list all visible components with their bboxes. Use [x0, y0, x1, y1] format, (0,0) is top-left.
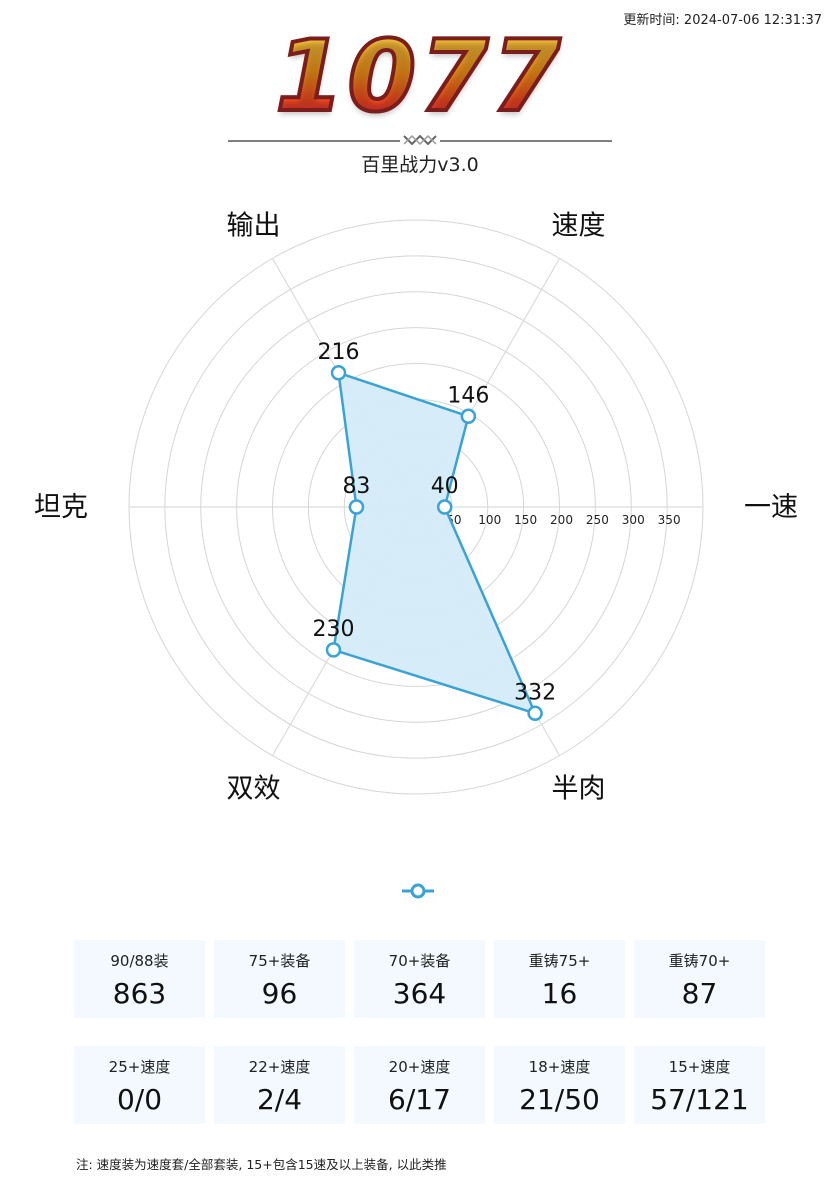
footnote: 注: 速度装为速度套/全部套装, 15+包含15速及以上装备, 以此类推 — [76, 1157, 447, 1172]
stat-card: 75+装备 96 — [214, 940, 345, 1018]
radial-tick-label: 350 — [658, 513, 681, 527]
radial-tick-label: 100 — [478, 513, 501, 527]
axis-label: 一速 — [744, 492, 798, 523]
stat-value: 863 — [112, 977, 167, 1010]
stat-label: 18+速度 — [528, 1058, 591, 1076]
stat-value: 0/0 — [116, 1083, 163, 1116]
stat-value: 2/4 — [256, 1083, 303, 1116]
data-label: 230 — [312, 617, 354, 642]
data-label: 83 — [342, 474, 370, 499]
stat-value: 96 — [261, 977, 298, 1010]
stat-card: 22+速度 2/4 — [214, 1046, 345, 1124]
stat-value: 16 — [541, 977, 578, 1010]
stat-label: 15+速度 — [668, 1058, 731, 1076]
update-timestamp: 更新时间: 2024-07-06 12:31:37 — [623, 13, 822, 28]
stat-card: 90/88装 863 — [74, 940, 205, 1018]
speed-stats-row: 25+速度 0/0 22+速度 2/4 20+速度 6/17 18+速度 21/… — [74, 1046, 768, 1124]
data-polygon — [332, 370, 538, 716]
stat-card: 70+装备 364 — [354, 940, 485, 1018]
data-label: 332 — [514, 680, 556, 705]
radial-tick-label: 150 — [514, 513, 537, 527]
stat-card: 25+速度 0/0 — [74, 1046, 205, 1124]
title-divider-ornament — [228, 134, 612, 146]
stat-card: 重铸70+ 87 — [634, 940, 765, 1018]
data-point — [436, 499, 453, 515]
equipment-stats-row: 90/88装 863 75+装备 96 70+装备 364 重铸75+ 16 重… — [74, 940, 768, 1018]
stat-label: 25+速度 — [108, 1058, 171, 1076]
stat-value: 21/50 — [519, 1083, 600, 1116]
combat-score: 1077 — [0, 26, 840, 128]
stat-card: 18+速度 21/50 — [494, 1046, 625, 1124]
stat-value: 57/121 — [650, 1083, 749, 1116]
axis-label: 输出 — [227, 211, 281, 242]
stat-card: 20+速度 6/17 — [354, 1046, 485, 1124]
data-point — [460, 408, 477, 425]
axis-label: 速度 — [552, 211, 606, 242]
stat-label: 75+装备 — [248, 952, 311, 970]
stat-value: 6/17 — [388, 1083, 451, 1116]
subtitle: 百里战力v3.0 — [361, 154, 479, 176]
axis-label: 坦克 — [34, 492, 88, 523]
data-point — [527, 705, 543, 722]
axis-label: 半肉 — [552, 773, 606, 804]
stat-label: 20+速度 — [388, 1058, 451, 1076]
data-label: 216 — [318, 340, 360, 365]
radial-tick-label: 200 — [550, 513, 573, 527]
stat-label: 重铸75+ — [528, 952, 591, 970]
stat-value: 364 — [392, 977, 447, 1010]
data-point — [330, 365, 347, 381]
axis-label: 双效 — [227, 773, 281, 804]
stat-card: 重铸75+ 16 — [494, 940, 625, 1018]
stat-card: 15+速度 57/121 — [634, 1046, 765, 1124]
stat-label: 重铸70+ — [668, 952, 731, 970]
stat-label: 22+速度 — [248, 1058, 311, 1076]
legend-marker-icon — [402, 883, 434, 899]
data-label: 146 — [447, 383, 489, 408]
data-point — [348, 499, 365, 515]
data-point — [325, 642, 342, 658]
radial-tick-label: 250 — [586, 513, 609, 527]
stat-label: 90/88装 — [110, 952, 169, 970]
stat-label: 70+装备 — [388, 952, 451, 970]
data-label: 40 — [431, 474, 459, 499]
radial-tick-label: 300 — [622, 513, 645, 527]
stat-value: 87 — [681, 977, 718, 1010]
